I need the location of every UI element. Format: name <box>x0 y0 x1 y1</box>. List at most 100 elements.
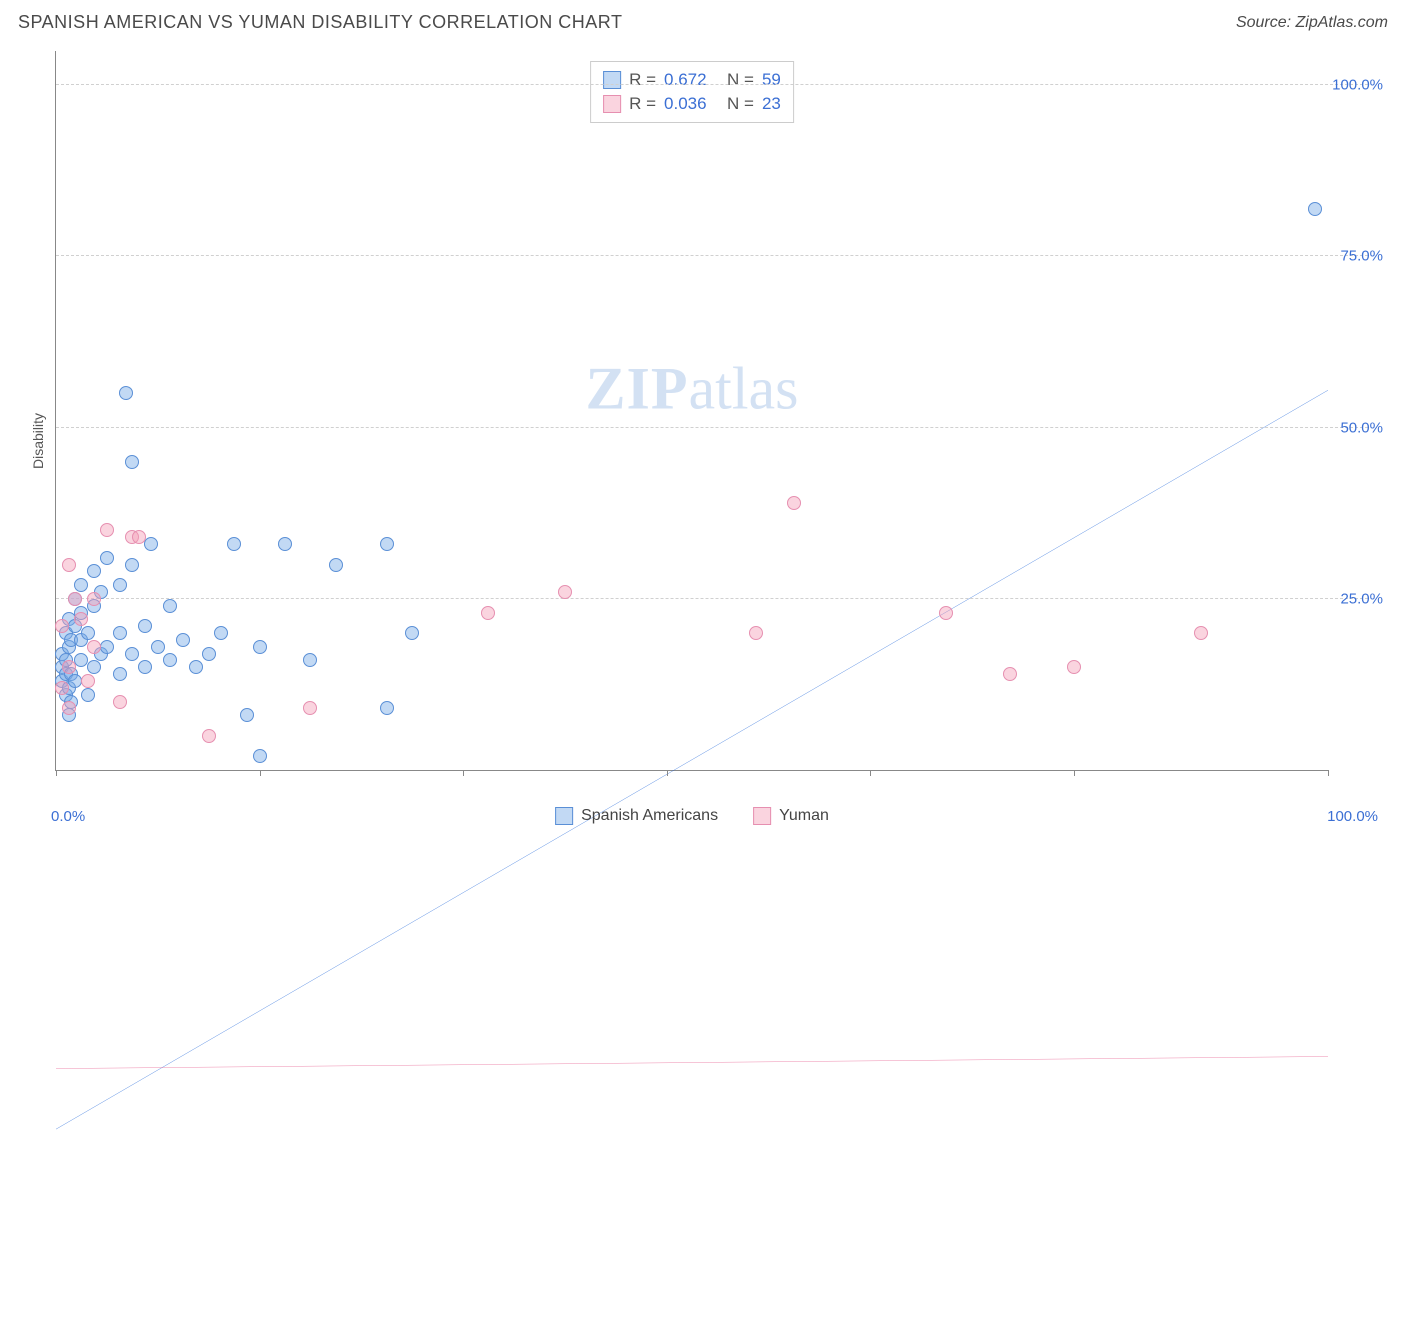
legend-swatch-2 <box>753 807 771 825</box>
gridline <box>56 84 1368 85</box>
data-point <box>176 633 190 647</box>
data-point <box>481 606 495 620</box>
data-point <box>68 592 82 606</box>
n-label: N = <box>727 70 754 90</box>
data-point <box>380 537 394 551</box>
data-point <box>74 578 88 592</box>
data-point <box>1003 667 1017 681</box>
data-point <box>202 729 216 743</box>
source-label: Source: ZipAtlas.com <box>1236 14 1388 32</box>
data-point <box>87 640 101 654</box>
x-tick-mark <box>1074 770 1075 776</box>
data-point <box>253 749 267 763</box>
data-point <box>74 612 88 626</box>
data-point <box>81 626 95 640</box>
data-point <box>125 455 139 469</box>
data-point <box>87 564 101 578</box>
n-value-1: 59 <box>762 70 781 90</box>
watermark-rest: atlas <box>689 355 799 421</box>
data-point <box>132 530 146 544</box>
data-point <box>81 688 95 702</box>
x-tick-mark <box>260 770 261 776</box>
legend-swatch-1 <box>555 807 573 825</box>
data-point <box>87 660 101 674</box>
swatch-series-1 <box>603 71 621 89</box>
trend-line <box>56 1056 1328 1068</box>
stats-row-2: R = 0.036 N = 23 <box>603 92 781 116</box>
n-label: N = <box>727 94 754 114</box>
data-point <box>380 701 394 715</box>
data-point <box>100 640 114 654</box>
stats-row-1: R = 0.672 N = 59 <box>603 68 781 92</box>
data-point <box>125 558 139 572</box>
x-axis-max-label: 100.0% <box>1327 808 1378 825</box>
x-tick-mark <box>463 770 464 776</box>
data-point <box>113 667 127 681</box>
data-point <box>227 537 241 551</box>
data-point <box>939 606 953 620</box>
data-point <box>62 558 76 572</box>
data-point <box>189 660 203 674</box>
x-tick-mark <box>870 770 871 776</box>
r-value-2: 0.036 <box>664 94 719 114</box>
data-point <box>1194 626 1208 640</box>
bottom-legend: Spanish Americans Yuman <box>555 807 829 825</box>
data-point <box>144 537 158 551</box>
x-tick-mark <box>56 770 57 776</box>
gridline <box>56 255 1368 256</box>
trend-lines <box>56 51 1328 1323</box>
x-tick-mark <box>667 770 668 776</box>
stats-legend-box: R = 0.672 N = 59 R = 0.036 N = 23 <box>590 61 794 123</box>
data-point <box>62 701 76 715</box>
legend-label-1: Spanish Americans <box>581 807 718 825</box>
data-point <box>1067 660 1081 674</box>
r-value-1: 0.672 <box>664 70 719 90</box>
data-point <box>253 640 267 654</box>
data-point <box>278 537 292 551</box>
data-point <box>138 619 152 633</box>
data-point <box>151 640 165 654</box>
data-point <box>113 626 127 640</box>
data-point <box>214 626 228 640</box>
data-point <box>329 558 343 572</box>
data-point <box>87 592 101 606</box>
y-tick-label: 25.0% <box>1340 590 1383 607</box>
data-point <box>113 578 127 592</box>
data-point <box>100 551 114 565</box>
data-point <box>81 674 95 688</box>
y-tick-label: 50.0% <box>1340 419 1383 436</box>
data-point <box>55 619 69 633</box>
data-point <box>240 708 254 722</box>
plot-area: ZIPatlas R = 0.672 N = 59 R = 0.036 N = … <box>55 51 1328 771</box>
data-point <box>119 386 133 400</box>
data-point <box>558 585 572 599</box>
data-point <box>405 626 419 640</box>
n-value-2: 23 <box>762 94 781 114</box>
swatch-series-2 <box>603 95 621 113</box>
data-point <box>1308 202 1322 216</box>
y-axis-label: Disability <box>30 413 46 469</box>
data-point <box>113 695 127 709</box>
data-point <box>62 660 76 674</box>
data-point <box>163 653 177 667</box>
data-point <box>303 701 317 715</box>
x-tick-mark <box>1328 770 1329 776</box>
y-tick-label: 75.0% <box>1340 248 1383 265</box>
watermark-bold: ZIP <box>586 355 689 421</box>
watermark: ZIPatlas <box>586 354 799 423</box>
trend-line <box>56 390 1328 1129</box>
data-point <box>749 626 763 640</box>
legend-item-1: Spanish Americans <box>555 807 718 825</box>
data-point <box>100 523 114 537</box>
legend-label-2: Yuman <box>779 807 829 825</box>
chart-title: SPANISH AMERICAN VS YUMAN DISABILITY COR… <box>18 12 622 33</box>
data-point <box>55 681 69 695</box>
y-tick-label: 100.0% <box>1332 77 1383 94</box>
data-point <box>138 660 152 674</box>
data-point <box>202 647 216 661</box>
x-axis-min-label: 0.0% <box>51 808 85 825</box>
data-point <box>303 653 317 667</box>
chart-container: Disability ZIPatlas R = 0.672 N = 59 R =… <box>45 41 1388 841</box>
r-label: R = <box>629 70 656 90</box>
gridline <box>56 427 1368 428</box>
